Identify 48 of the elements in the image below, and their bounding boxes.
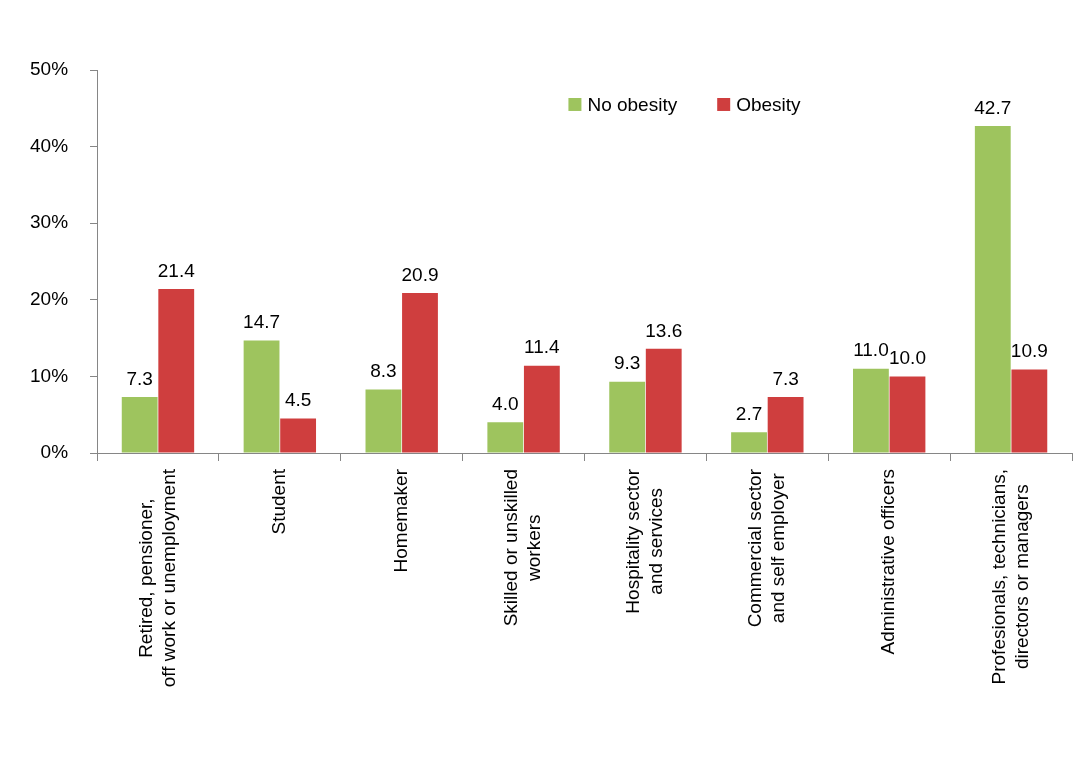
bar: [889, 376, 926, 453]
x-tick-label: Profesionals, technicians, directors or managers: [987, 469, 1032, 685]
bar: [121, 397, 158, 453]
x-tick-label: Hospitality sector and services: [622, 468, 667, 614]
bar: [609, 381, 646, 453]
x-tick-label: Commercial sector and self employer: [744, 468, 788, 628]
data-label: 7.3: [772, 367, 799, 389]
bar: [853, 368, 889, 453]
y-tick-label: 30%: [30, 211, 69, 233]
data-label: 11.0: [853, 339, 889, 361]
legend-label: Obesity: [736, 93, 802, 115]
y-tick-label: 50%: [30, 58, 69, 80]
bar: [1011, 369, 1048, 453]
data-label: 21.4: [157, 259, 196, 281]
data-label: 9.3: [613, 352, 641, 374]
data-label: 14.7: [243, 311, 281, 333]
x-tick-label: Homemaker: [389, 468, 411, 573]
x-tick-label: Administrative officers: [877, 469, 899, 655]
y-tick-label: 40%: [30, 134, 69, 156]
data-label: 20.9: [401, 263, 439, 285]
x-tick-label: Skilled or unskilled workers: [500, 469, 545, 627]
bar: [402, 292, 438, 453]
data-label: 13.6: [645, 319, 683, 341]
data-label: 42.7: [974, 96, 1012, 118]
bar: [731, 432, 767, 453]
bar: [243, 340, 280, 453]
data-label: 10.9: [1010, 340, 1048, 362]
data-label: 7.3: [126, 367, 153, 389]
bar: [645, 348, 682, 453]
bar: [974, 125, 1011, 453]
y-tick-label: 20%: [30, 288, 69, 310]
legend-label: No obesity: [587, 93, 678, 115]
data-label: 4.0: [492, 393, 519, 415]
bar: [280, 418, 317, 453]
data-label: 2.7: [735, 403, 763, 425]
bar: [365, 389, 402, 453]
bar: [523, 365, 560, 453]
data-label: 4.5: [284, 389, 312, 411]
bar: [487, 422, 524, 453]
bar: [158, 289, 195, 453]
data-label: 11.4: [524, 336, 561, 358]
x-tick-label: Retired, pensioner, off work or unemployment: [134, 468, 179, 688]
y-tick-label: 0%: [40, 441, 69, 463]
bar: [767, 397, 804, 453]
x-tick-label: Student: [268, 468, 290, 535]
y-tick-label: 10%: [30, 364, 69, 386]
data-label: 8.3: [370, 360, 397, 382]
data-label: 10.0: [888, 347, 926, 369]
